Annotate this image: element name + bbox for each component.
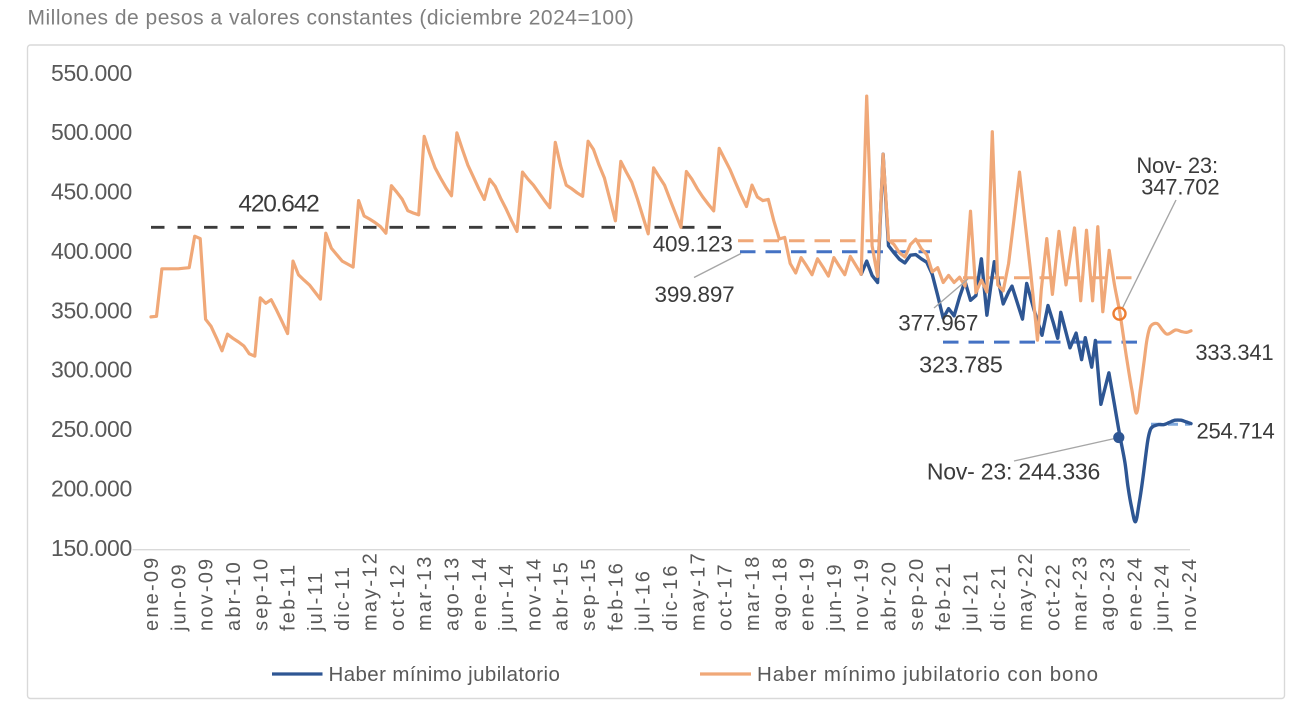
svg-text:550.000: 550.000 [51, 60, 132, 86]
svg-text:Haber mínimo jubilatorio: Haber mínimo jubilatorio [329, 663, 561, 686]
svg-text:350.000: 350.000 [51, 297, 132, 323]
svg-text:333.341: 333.341 [1195, 340, 1273, 365]
svg-text:ene-24: ene-24 [1124, 556, 1146, 631]
svg-text:jun-14: jun-14 [496, 562, 518, 632]
svg-text:ago-13: ago-13 [442, 556, 464, 631]
svg-text:sep-15: sep-15 [578, 557, 600, 631]
svg-text:Millones de pesos a valores co: Millones de pesos a valores constantes (… [28, 7, 635, 30]
svg-text:400.000: 400.000 [51, 238, 132, 264]
svg-text:nov-14: nov-14 [523, 557, 545, 631]
svg-text:mar-18: mar-18 [742, 554, 764, 631]
svg-text:nov-19: nov-19 [851, 557, 873, 631]
svg-text:abr-10: abr-10 [223, 560, 245, 631]
svg-text:oct-12: oct-12 [387, 562, 409, 631]
svg-text:dic-11: dic-11 [332, 565, 354, 631]
svg-text:Nov- 23:: Nov- 23: [1136, 153, 1218, 178]
svg-text:feb-11: feb-11 [278, 563, 300, 631]
svg-text:jun-24: jun-24 [1152, 562, 1174, 632]
svg-text:nov-24: nov-24 [1179, 557, 1201, 631]
svg-text:abr-20: abr-20 [879, 560, 901, 631]
svg-text:nov-09: nov-09 [196, 557, 218, 631]
svg-text:ago-23: ago-23 [1097, 556, 1119, 631]
svg-text:jun-09: jun-09 [168, 562, 190, 632]
svg-text:ene-09: ene-09 [141, 556, 163, 631]
svg-text:jul-11: jul-11 [305, 570, 327, 632]
svg-text:377.967: 377.967 [898, 311, 978, 336]
svg-text:sep-10: sep-10 [250, 557, 272, 631]
svg-text:500.000: 500.000 [51, 119, 132, 145]
svg-text:mar-23: mar-23 [1070, 554, 1092, 631]
svg-text:ene-14: ene-14 [469, 556, 491, 631]
svg-text:dic-21: dic-21 [988, 563, 1010, 631]
svg-text:399.897: 399.897 [655, 282, 735, 307]
svg-text:200.000: 200.000 [51, 475, 132, 501]
svg-text:254.714: 254.714 [1196, 418, 1274, 443]
svg-text:jul-21: jul-21 [961, 569, 983, 632]
svg-text:feb-16: feb-16 [605, 561, 627, 631]
svg-text:Haber mínimo jubilatorio con b: Haber mínimo jubilatorio con bono [757, 663, 1099, 686]
svg-text:feb-21: feb-21 [933, 561, 955, 631]
svg-text:may-22: may-22 [1015, 551, 1037, 631]
svg-text:250.000: 250.000 [51, 416, 132, 442]
svg-text:oct-17: oct-17 [715, 562, 737, 631]
svg-text:420.642: 420.642 [238, 190, 319, 217]
svg-text:300.000: 300.000 [51, 357, 132, 383]
svg-text:ago-18: ago-18 [769, 556, 791, 631]
svg-text:450.000: 450.000 [51, 179, 132, 205]
svg-text:323.785: 323.785 [919, 351, 1003, 377]
svg-text:may-17: may-17 [687, 551, 709, 631]
svg-text:mar-13: mar-13 [414, 554, 436, 631]
svg-text:409.123: 409.123 [653, 231, 733, 256]
svg-text:abr-15: abr-15 [551, 560, 573, 631]
svg-text:347.702: 347.702 [1141, 174, 1219, 199]
svg-text:150.000: 150.000 [51, 535, 132, 561]
svg-text:jun-19: jun-19 [824, 562, 846, 632]
svg-text:may-12: may-12 [360, 551, 382, 631]
svg-text:jul-16: jul-16 [633, 569, 655, 632]
svg-text:dic-16: dic-16 [660, 563, 682, 631]
svg-text:sep-20: sep-20 [906, 557, 928, 631]
svg-text:Nov- 23: 244.336: Nov- 23: 244.336 [927, 459, 1100, 485]
svg-text:ene-19: ene-19 [797, 556, 819, 631]
svg-text:oct-22: oct-22 [1042, 562, 1064, 631]
